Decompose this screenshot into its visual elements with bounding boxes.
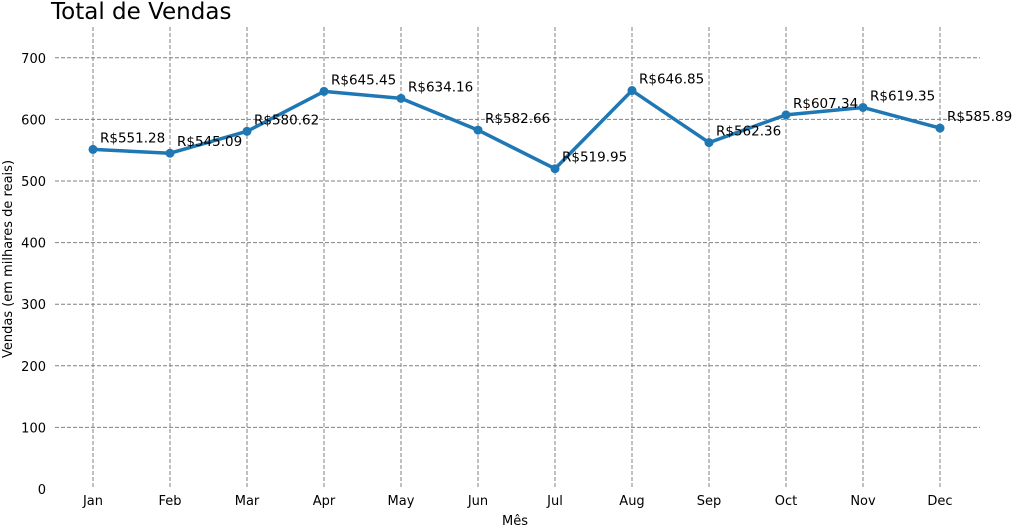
data-point bbox=[165, 148, 175, 158]
data-point bbox=[627, 86, 637, 96]
x-tick-label: Aug bbox=[619, 494, 644, 509]
x-axis-label: Mês bbox=[502, 514, 528, 527]
x-tick-label: Nov bbox=[850, 494, 876, 509]
data-label: R$562.36 bbox=[716, 124, 781, 140]
data-label: R$551.28 bbox=[100, 130, 165, 146]
data-label: R$634.16 bbox=[408, 79, 473, 95]
data-point bbox=[550, 164, 560, 174]
x-tick-label: Oct bbox=[775, 494, 797, 509]
chart-title: Total de Vendas bbox=[50, 0, 231, 25]
data-point bbox=[858, 102, 868, 112]
y-tick-label: 600 bbox=[21, 113, 46, 128]
data-label: R$545.09 bbox=[177, 134, 242, 150]
data-label: R$580.62 bbox=[254, 112, 319, 128]
grid bbox=[55, 27, 980, 489]
data-label: R$646.85 bbox=[639, 72, 704, 88]
data-points bbox=[88, 86, 945, 174]
x-tick-label: Jul bbox=[546, 494, 563, 509]
data-point bbox=[396, 93, 406, 103]
y-tick-label: 100 bbox=[21, 421, 46, 436]
series-line bbox=[91, 88, 942, 171]
y-tick-label: 200 bbox=[21, 360, 46, 375]
data-label: R$519.95 bbox=[562, 150, 627, 166]
data-point bbox=[781, 110, 791, 120]
data-label: R$585.89 bbox=[947, 109, 1012, 125]
data-label: R$619.35 bbox=[870, 88, 935, 104]
data-label: R$607.34 bbox=[793, 96, 858, 112]
data-label: R$645.45 bbox=[331, 72, 396, 88]
data-label: R$582.66 bbox=[485, 111, 550, 127]
data-point bbox=[88, 144, 98, 154]
x-tick-label: Apr bbox=[313, 494, 336, 509]
y-tick-label: 300 bbox=[21, 298, 46, 313]
x-axis-ticks: Jan Feb Mar Apr May Jun Jul Aug Sep Oct Nov Dec bbox=[82, 494, 953, 509]
x-tick-label: Dec bbox=[927, 494, 952, 509]
y-axis-ticks: 0 100 200 300 400 500 600 700 bbox=[21, 52, 46, 498]
y-axis-label: Vendas (em milhares de reais) bbox=[1, 160, 16, 358]
y-tick-label: 500 bbox=[21, 175, 46, 190]
data-point bbox=[473, 125, 483, 135]
data-labels: R$551.28 R$545.09 R$580.62 R$645.45 R$634.16… bbox=[100, 72, 1012, 166]
y-tick-label: 0 bbox=[38, 483, 46, 498]
x-tick-label: Mar bbox=[235, 494, 260, 509]
data-point bbox=[242, 126, 252, 136]
x-tick-label: Sep bbox=[697, 494, 722, 509]
data-point bbox=[935, 123, 945, 133]
data-point bbox=[319, 86, 329, 96]
y-tick-label: 700 bbox=[21, 52, 46, 67]
x-tick-label: May bbox=[388, 494, 415, 509]
x-tick-label: Jun bbox=[467, 494, 488, 509]
data-point bbox=[704, 138, 714, 148]
x-tick-label: Feb bbox=[158, 494, 181, 509]
x-tick-label: Jan bbox=[82, 494, 103, 509]
y-tick-label: 400 bbox=[21, 237, 46, 252]
